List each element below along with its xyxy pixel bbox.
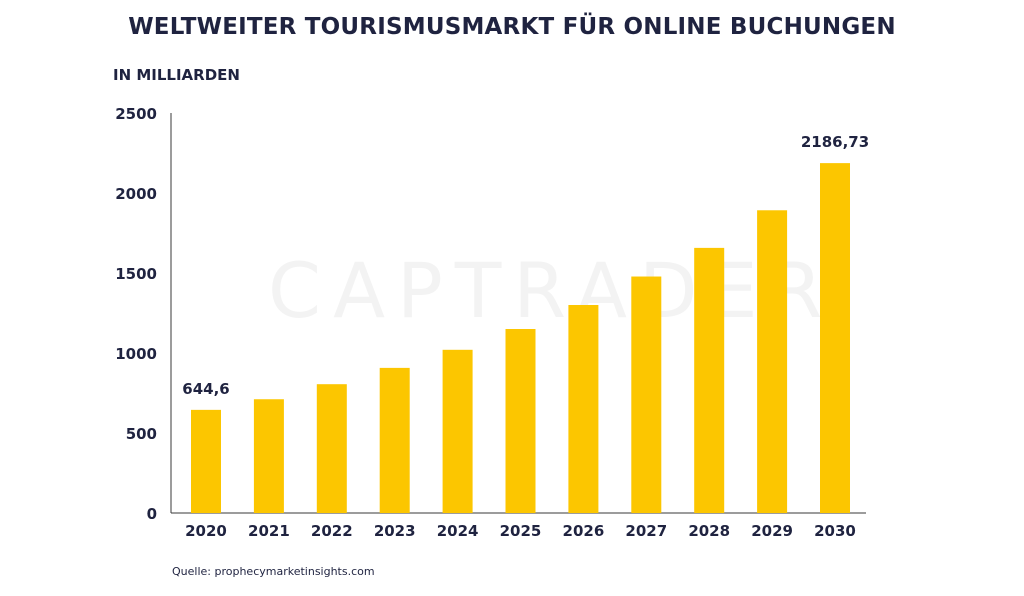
bar: [505, 329, 536, 513]
bar: [442, 349, 473, 513]
x-tick-label: 2026: [563, 522, 605, 540]
bars: [191, 163, 850, 513]
axes: 0 500 1000 1500 2000 2500: [115, 105, 866, 523]
x-tick-label: 2025: [500, 522, 542, 540]
watermark: CAPTRADER: [268, 246, 835, 335]
bar: [631, 276, 662, 513]
y-tick-label: 2000: [115, 185, 157, 203]
x-tick-label: 2027: [625, 522, 667, 540]
x-tick-label: 2028: [688, 522, 730, 540]
bar: [316, 384, 347, 513]
bar: [253, 399, 284, 513]
y-tick-label: 1000: [115, 345, 157, 363]
x-tick-label: 2030: [814, 522, 856, 540]
source-note: Quelle: prophecymarketinsights.com: [172, 565, 375, 578]
bar: [379, 367, 410, 513]
chart-title: WELTWEITER TOURISMUSMARKT FÜR ONLINE BUC…: [128, 14, 896, 40]
bar: [191, 409, 221, 513]
x-tick-label: 2023: [374, 522, 416, 540]
unit-label: IN MILLIARDEN: [113, 66, 240, 84]
bar: [820, 163, 850, 513]
x-tick-label: 2022: [311, 522, 353, 540]
bar: [757, 210, 788, 513]
x-tick-label: 2024: [437, 522, 479, 540]
x-tick-label: 2029: [751, 522, 793, 540]
x-tick-label: 2020: [185, 522, 227, 540]
y-tick-label: 500: [126, 425, 157, 443]
labels: 2020 2021 2022 2023 2024 2025 2026 2027 2028 2029…: [182, 133, 869, 540]
data-label: 644,6: [182, 380, 229, 398]
bar: [694, 247, 725, 513]
y-tick-label: 1500: [115, 265, 157, 283]
bar: [568, 305, 599, 513]
x-tick-label: 2021: [248, 522, 290, 540]
y-tick-label: 2500: [115, 105, 157, 123]
data-label: 2186,73: [801, 133, 869, 151]
y-tick-label: 0: [147, 505, 157, 523]
